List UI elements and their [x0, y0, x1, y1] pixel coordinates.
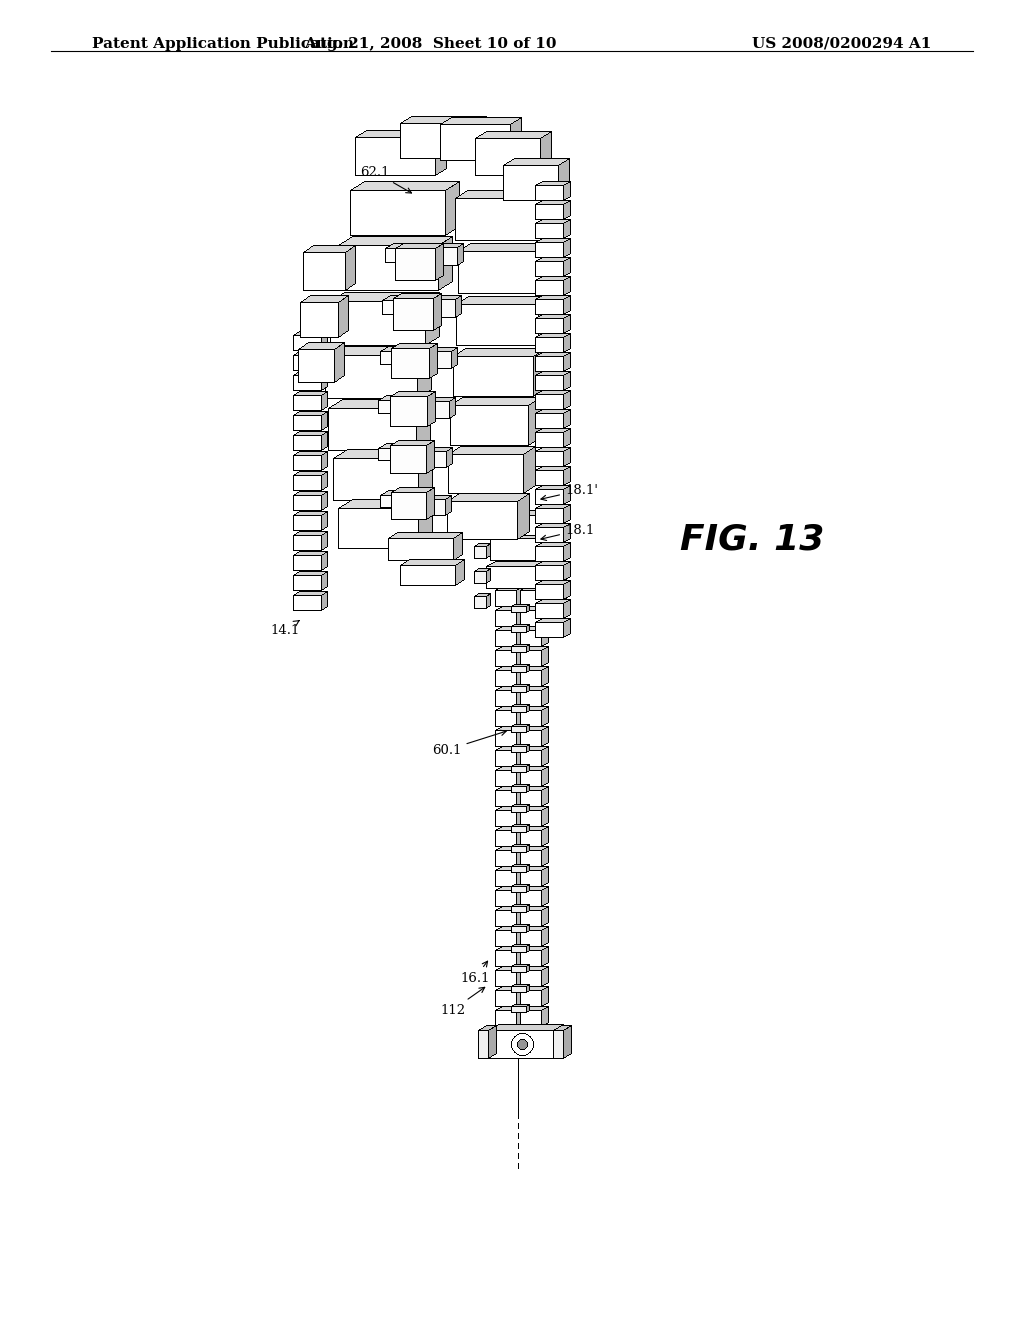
- Text: Patent Application Publication: Patent Application Publication: [92, 37, 354, 51]
- Text: US 2008/0200294 A1: US 2008/0200294 A1: [753, 37, 932, 51]
- Text: 60.1: 60.1: [432, 730, 506, 756]
- Text: 18.1: 18.1: [541, 524, 594, 540]
- Text: 18.1': 18.1': [541, 483, 598, 500]
- Text: 14.1: 14.1: [270, 620, 299, 636]
- Text: FIG. 13: FIG. 13: [680, 523, 824, 557]
- Text: 16.1: 16.1: [460, 961, 489, 985]
- Text: 62.1: 62.1: [360, 165, 412, 193]
- Text: 112: 112: [440, 987, 484, 1016]
- Text: Aug. 21, 2008  Sheet 10 of 10: Aug. 21, 2008 Sheet 10 of 10: [304, 37, 556, 51]
